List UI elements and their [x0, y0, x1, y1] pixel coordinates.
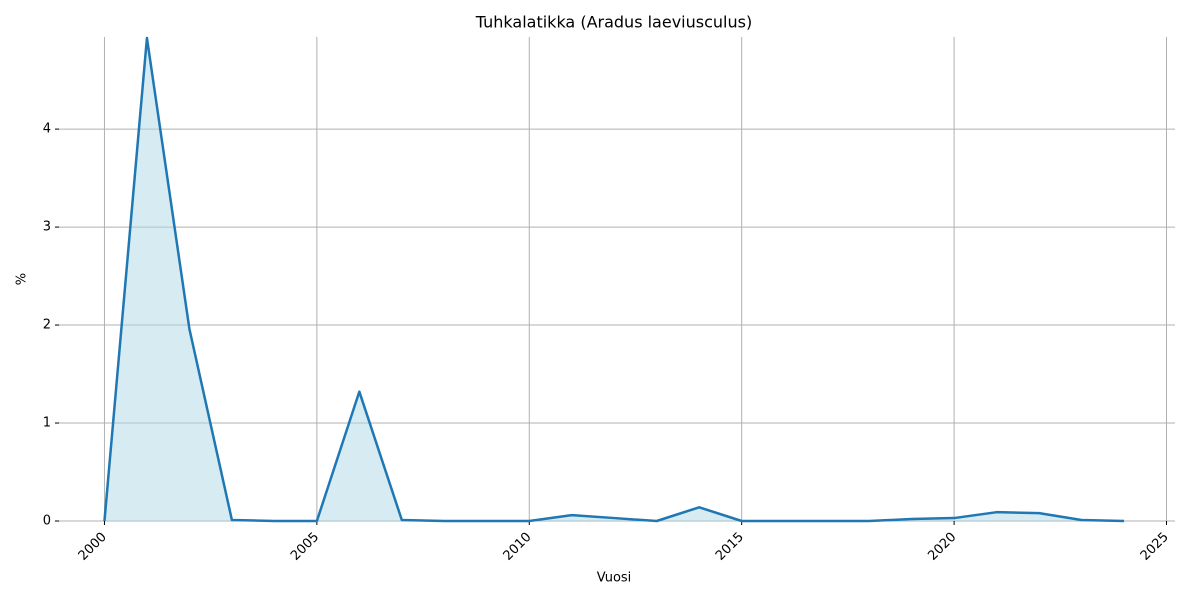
y-tick-label: 3: [43, 220, 51, 235]
y-axis-label: %: [15, 273, 30, 285]
x-tick-label: 2010: [501, 530, 535, 564]
chart-title: Tuhkalatikka (Aradus laeviusculus): [475, 13, 752, 32]
y-tick-label: 2: [43, 318, 51, 333]
x-tick-label: 2005: [288, 530, 322, 564]
line: [103, 36, 1125, 523]
y-tick-label: 4: [43, 122, 51, 137]
x-tick-label: 2000: [76, 530, 110, 564]
x-tick-label: 2020: [925, 530, 959, 564]
x-tick-label: 2025: [1138, 530, 1172, 564]
area: [104, 37, 1125, 521]
x-tick-label: 2015: [713, 530, 747, 564]
y-tick-label: 1: [43, 416, 51, 431]
y-tick-label: 0: [43, 514, 51, 529]
x-axis-label: Vuosi: [597, 571, 632, 586]
